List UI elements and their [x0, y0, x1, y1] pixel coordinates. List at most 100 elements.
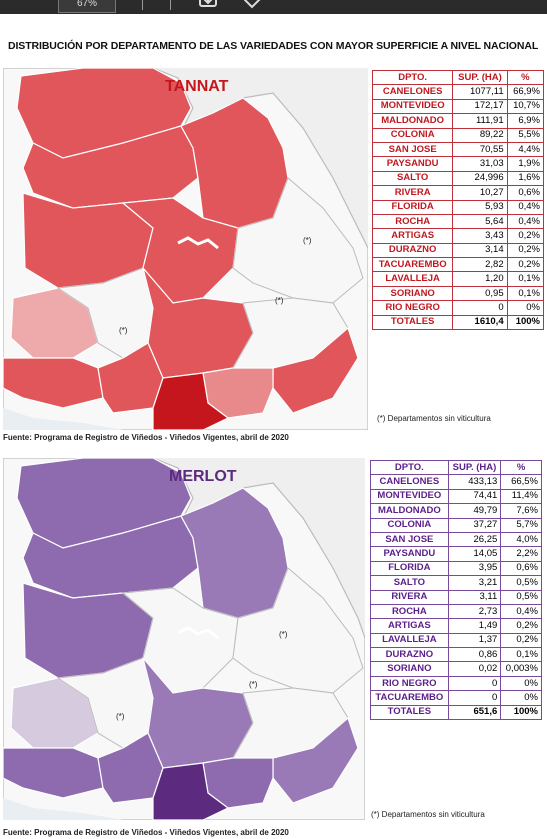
percent-cell: 0,1%: [506, 285, 545, 302]
no-viticulture-marker: (*): [279, 630, 288, 639]
table-row: TACUAREMBO 2,82 0,2%: [371, 257, 545, 273]
table-row: RIVERA 10,27 0,6%: [371, 185, 545, 201]
column-header: SUP. (HA): [447, 459, 502, 476]
merlot-source: Fuente: Programa de Registro de Viñedos …: [3, 828, 289, 837]
department-cell: SORIANO: [370, 661, 449, 677]
department-cell: ARTIGAS: [371, 228, 454, 244]
merlot-table: DPTO. SUP. (HA) % CANELONES 433,13 66,5% MO…: [370, 459, 542, 721]
table-row: CANELONES 433,13 66,5%: [370, 474, 542, 490]
percent-cell: 0,1%: [500, 647, 542, 663]
totals-row: TOTALES 651,6 100%: [370, 704, 542, 721]
surface-cell: 3,43: [452, 228, 508, 244]
percent-cell: 10,7%: [506, 98, 545, 115]
tannat-table: DPTO. SUP. (HA) % CANELONES 1077,11 66,9% M…: [371, 69, 545, 331]
department-cell: MONTEVIDEO: [370, 488, 449, 505]
table-row: SORIANO 0,02 0,003%: [370, 661, 542, 677]
surface-cell: 111,91: [452, 113, 508, 129]
percent-cell: 0,1%: [506, 271, 545, 287]
percent-cell: 0%: [500, 675, 542, 692]
table-row: SORIANO 0,95 0,1%: [371, 285, 545, 302]
merlot-footnote: (*) Departamentos sin viticultura: [371, 810, 485, 819]
column-header: DPTO.: [371, 69, 454, 86]
percent-cell: 4,0%: [500, 531, 542, 548]
department-cell: ROCHA: [371, 213, 454, 230]
table-row: COLONIA 89,22 5,5%: [371, 127, 545, 143]
surface-cell: 89,22: [452, 127, 508, 143]
surface-cell: 0: [447, 690, 502, 706]
department-cell: SORIANO: [371, 285, 454, 302]
tag-icon[interactable]: [242, 0, 262, 12]
totals-cell: TOTALES: [370, 704, 449, 721]
department-cell: RIO NEGRO: [371, 300, 454, 316]
percent-cell: 66,5%: [500, 474, 542, 490]
table-row: FLORIDA 3,95 0,6%: [370, 560, 542, 577]
table-row: ROCHA 2,73 0,4%: [370, 603, 542, 620]
percent-cell: 0%: [500, 690, 542, 706]
totals-cell: 651,6: [447, 704, 502, 721]
department-cell: ARTIGAS: [370, 618, 449, 634]
department-cell: FLORIDA: [370, 560, 449, 577]
department-cell: TACUAREMBO: [371, 257, 454, 273]
percent-cell: 0,5%: [500, 589, 542, 605]
percent-cell: 6,9%: [506, 113, 545, 129]
table-row: COLONIA 37,27 5,7%: [370, 517, 542, 533]
table-row: RIO NEGRO 0 0%: [370, 675, 542, 692]
no-viticulture-marker: (*): [249, 680, 258, 689]
tannat-source: Fuente: Programa de Registro de Viñedos …: [3, 433, 289, 442]
surface-cell: 0: [452, 300, 508, 316]
percent-cell: 4,4%: [506, 141, 545, 158]
percent-cell: 0,4%: [506, 213, 545, 230]
table-row: PAYSANDU 31,03 1,9%: [371, 156, 545, 172]
percent-cell: 0,5%: [500, 575, 542, 591]
percent-cell: 0%: [506, 300, 545, 316]
surface-cell: 5,93: [452, 199, 508, 215]
totals-row: TOTALES 1610,4 100%: [371, 314, 545, 331]
percent-cell: 1,6%: [506, 170, 545, 187]
column-header: %: [506, 69, 545, 86]
surface-cell: 74,41: [447, 488, 502, 505]
table-row: SALTO 24,996 1,6%: [371, 170, 545, 187]
no-viticulture-marker: (*): [275, 296, 284, 305]
surface-cell: 0,95: [452, 285, 508, 302]
percent-cell: 0,4%: [506, 199, 545, 215]
department-cell: LAVALLEJA: [370, 632, 449, 649]
tannat-map: TANNAT (*) (*) (*): [3, 68, 368, 430]
department-cell: DURAZNO: [371, 242, 454, 259]
surface-cell: 0,86: [447, 647, 502, 663]
department-cell: MONTEVIDEO: [371, 98, 454, 115]
department-cell: RIVERA: [371, 185, 454, 201]
zoom-level-field[interactable]: 67%: [58, 0, 116, 13]
tannat-map-title: TANNAT: [165, 78, 229, 95]
table-row: CANELONES 1077,11 66,9%: [371, 84, 545, 100]
totals-cell: TOTALES: [371, 314, 454, 331]
surface-cell: 1,20: [452, 271, 508, 287]
surface-cell: 433,13: [447, 474, 502, 490]
percent-cell: 0,2%: [506, 242, 545, 259]
surface-cell: 2,82: [452, 257, 508, 273]
department-cell: PAYSANDU: [370, 546, 449, 562]
percent-cell: 0,2%: [500, 618, 542, 634]
download-icon[interactable]: [198, 0, 218, 12]
department-cell: RIO NEGRO: [370, 675, 449, 692]
department-cell: TACUAREMBO: [370, 690, 449, 706]
table-row: SAN JOSE 26,25 4,0%: [370, 531, 542, 548]
surface-cell: 14,05: [447, 546, 502, 562]
surface-cell: 49,79: [447, 503, 502, 519]
percent-cell: 11,4%: [500, 488, 542, 505]
table-row: PAYSANDU 14,05 2,2%: [370, 546, 542, 562]
department-cell: CANELONES: [371, 84, 454, 100]
table-row: MALDONADO 49,79 7,6%: [370, 503, 542, 519]
percent-cell: 7,6%: [500, 503, 542, 519]
tannat-footnote: (*) Departamentos sin viticultura: [377, 414, 491, 423]
column-header: DPTO.: [370, 459, 449, 476]
percent-cell: 0,2%: [506, 257, 545, 273]
toolbar-divider: [170, 0, 171, 10]
department-cell: PAYSANDU: [371, 156, 454, 172]
table-row: RIO NEGRO 0 0%: [371, 300, 545, 316]
department-cell: SAN JOSE: [371, 141, 454, 158]
table-row: SALTO 3,21 0,5%: [370, 575, 542, 591]
percent-cell: 0,6%: [506, 185, 545, 201]
surface-cell: 0,02: [447, 661, 502, 677]
department-cell: MALDONADO: [370, 503, 449, 519]
percent-cell: 0,2%: [506, 228, 545, 244]
